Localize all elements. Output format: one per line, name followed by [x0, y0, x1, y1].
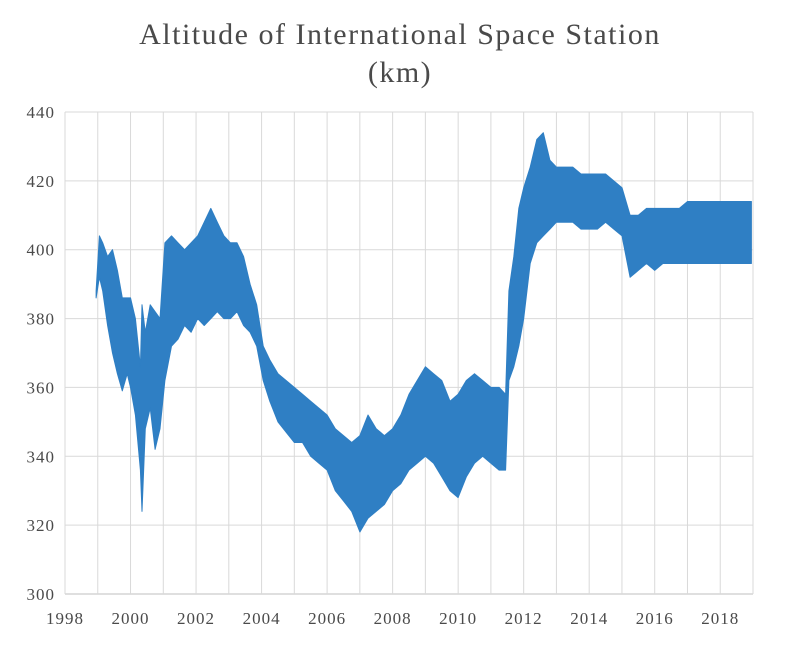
x-tick-label: 2018 [701, 609, 739, 628]
y-tick-label: 420 [27, 172, 56, 191]
y-tick-label: 360 [27, 378, 56, 397]
y-tick-label: 400 [27, 241, 56, 260]
x-tick-label: 2016 [636, 609, 674, 628]
chart-title-group: Altitude of International Space Station … [139, 18, 661, 89]
x-tick-label: 2010 [439, 609, 477, 628]
y-axis-ticks: 300 320 340 360 380 400 420 440 [27, 103, 56, 604]
x-tick-label: 2008 [374, 609, 412, 628]
y-tick-label: 320 [27, 516, 56, 535]
y-tick-label: 380 [27, 310, 56, 329]
x-tick-label: 2014 [570, 609, 608, 628]
altitude-series-band [95, 132, 752, 533]
x-tick-label: 2012 [505, 609, 543, 628]
x-axis-ticks: 1998 2000 2002 2004 2006 2008 2010 2012 2014 2016… [46, 609, 739, 628]
x-tick-label: 2000 [112, 609, 150, 628]
chart-title: Altitude of International Space Station [139, 18, 661, 51]
y-tick-label: 440 [27, 103, 56, 122]
y-tick-label: 340 [27, 447, 56, 466]
x-tick-label: 2004 [243, 609, 281, 628]
x-tick-label: 1998 [46, 609, 84, 628]
chart-subtitle: (km) [368, 56, 432, 89]
x-tick-label: 2006 [308, 609, 346, 628]
series-layer [95, 132, 752, 533]
x-tick-label: 2002 [177, 609, 215, 628]
y-tick-label: 300 [27, 585, 56, 604]
